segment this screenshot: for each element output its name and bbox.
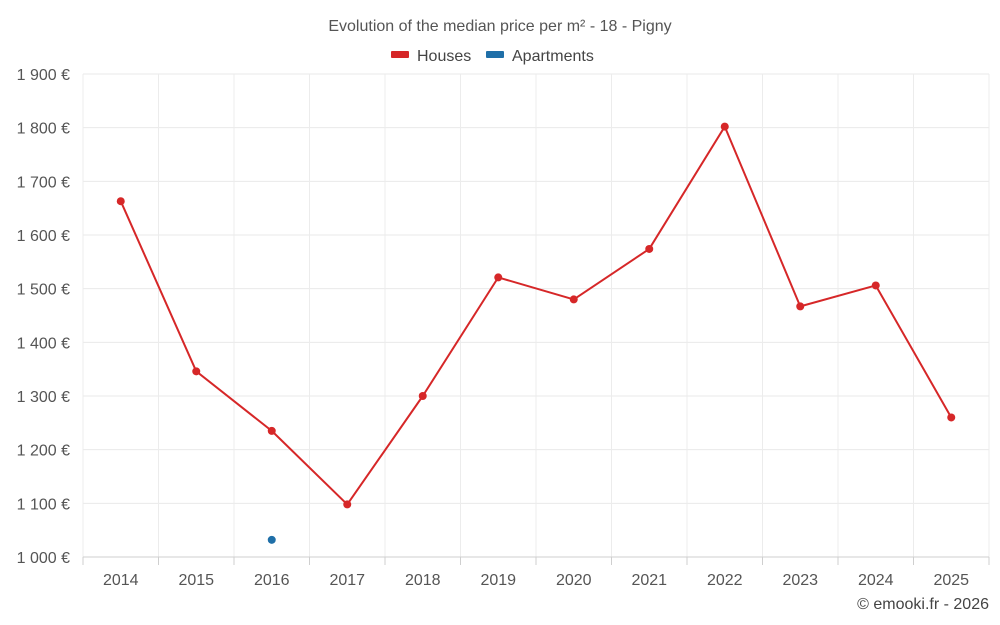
y-tick-label: 1 500 €	[17, 282, 70, 299]
legend-item-apartments[interactable]: Apartments	[486, 48, 594, 65]
series-line-houses	[119, 125, 953, 506]
series-houses	[116, 122, 956, 509]
x-tick-label: 2022	[707, 572, 743, 589]
series-apartments	[267, 535, 276, 544]
data-point-houses	[267, 426, 276, 435]
x-tick-label: 2017	[329, 572, 365, 589]
x-tick-label: 2015	[178, 572, 214, 589]
x-tick-label: 2021	[631, 572, 667, 589]
y-tick-label: 1 800 €	[17, 121, 70, 138]
data-point-houses	[192, 367, 201, 376]
y-tick-label: 1 100 €	[17, 496, 70, 513]
legend-label-houses: Houses	[417, 48, 471, 65]
data-point-houses	[871, 281, 880, 290]
data-point-houses	[343, 500, 352, 509]
data-point-houses	[947, 413, 956, 422]
y-tick-label: 1 000 €	[17, 550, 70, 567]
y-tick-label: 1 600 €	[17, 228, 70, 245]
y-tick-label: 1 900 €	[17, 67, 70, 84]
chart-title: Evolution of the median price per m² - 1…	[328, 18, 671, 35]
x-tick-label: 2024	[858, 572, 894, 589]
axes: 1 000 € 1 100 € 1 200 € 1 300 € 1 400 € 1 500…	[17, 67, 990, 589]
y-tick-label: 1 700 €	[17, 174, 70, 191]
data-point-houses	[645, 244, 654, 253]
data-point-houses	[569, 295, 578, 304]
legend: Houses Apartments	[391, 48, 594, 65]
data-point-houses	[796, 302, 805, 311]
data-point-houses	[418, 392, 427, 400]
legend-swatch-houses	[391, 51, 409, 58]
x-tick-label: 2016	[254, 572, 290, 589]
y-tick-label: 1 300 €	[17, 389, 70, 406]
legend-label-apartments: Apartments	[512, 48, 594, 65]
x-tick-label: 2020	[556, 572, 592, 589]
data-point-apartments	[267, 535, 276, 544]
x-tick-label: 2014	[103, 572, 139, 589]
x-tick-label: 2023	[782, 572, 818, 589]
grid	[82, 73, 990, 557]
x-tick-label: 2018	[405, 572, 441, 589]
x-tick-label: 2025	[933, 572, 969, 589]
y-tick-label: 1 400 €	[17, 335, 70, 352]
data-point-houses	[720, 122, 729, 131]
data-point-houses	[116, 197, 125, 206]
series-layer	[116, 122, 956, 544]
credit-text: © emooki.fr - 2026	[857, 596, 989, 613]
legend-item-houses[interactable]: Houses	[391, 48, 471, 65]
data-point-houses	[494, 273, 503, 282]
y-tick-label: 1 200 €	[17, 443, 70, 460]
legend-swatch-apartments	[486, 51, 504, 58]
x-tick-label: 2019	[480, 572, 516, 589]
